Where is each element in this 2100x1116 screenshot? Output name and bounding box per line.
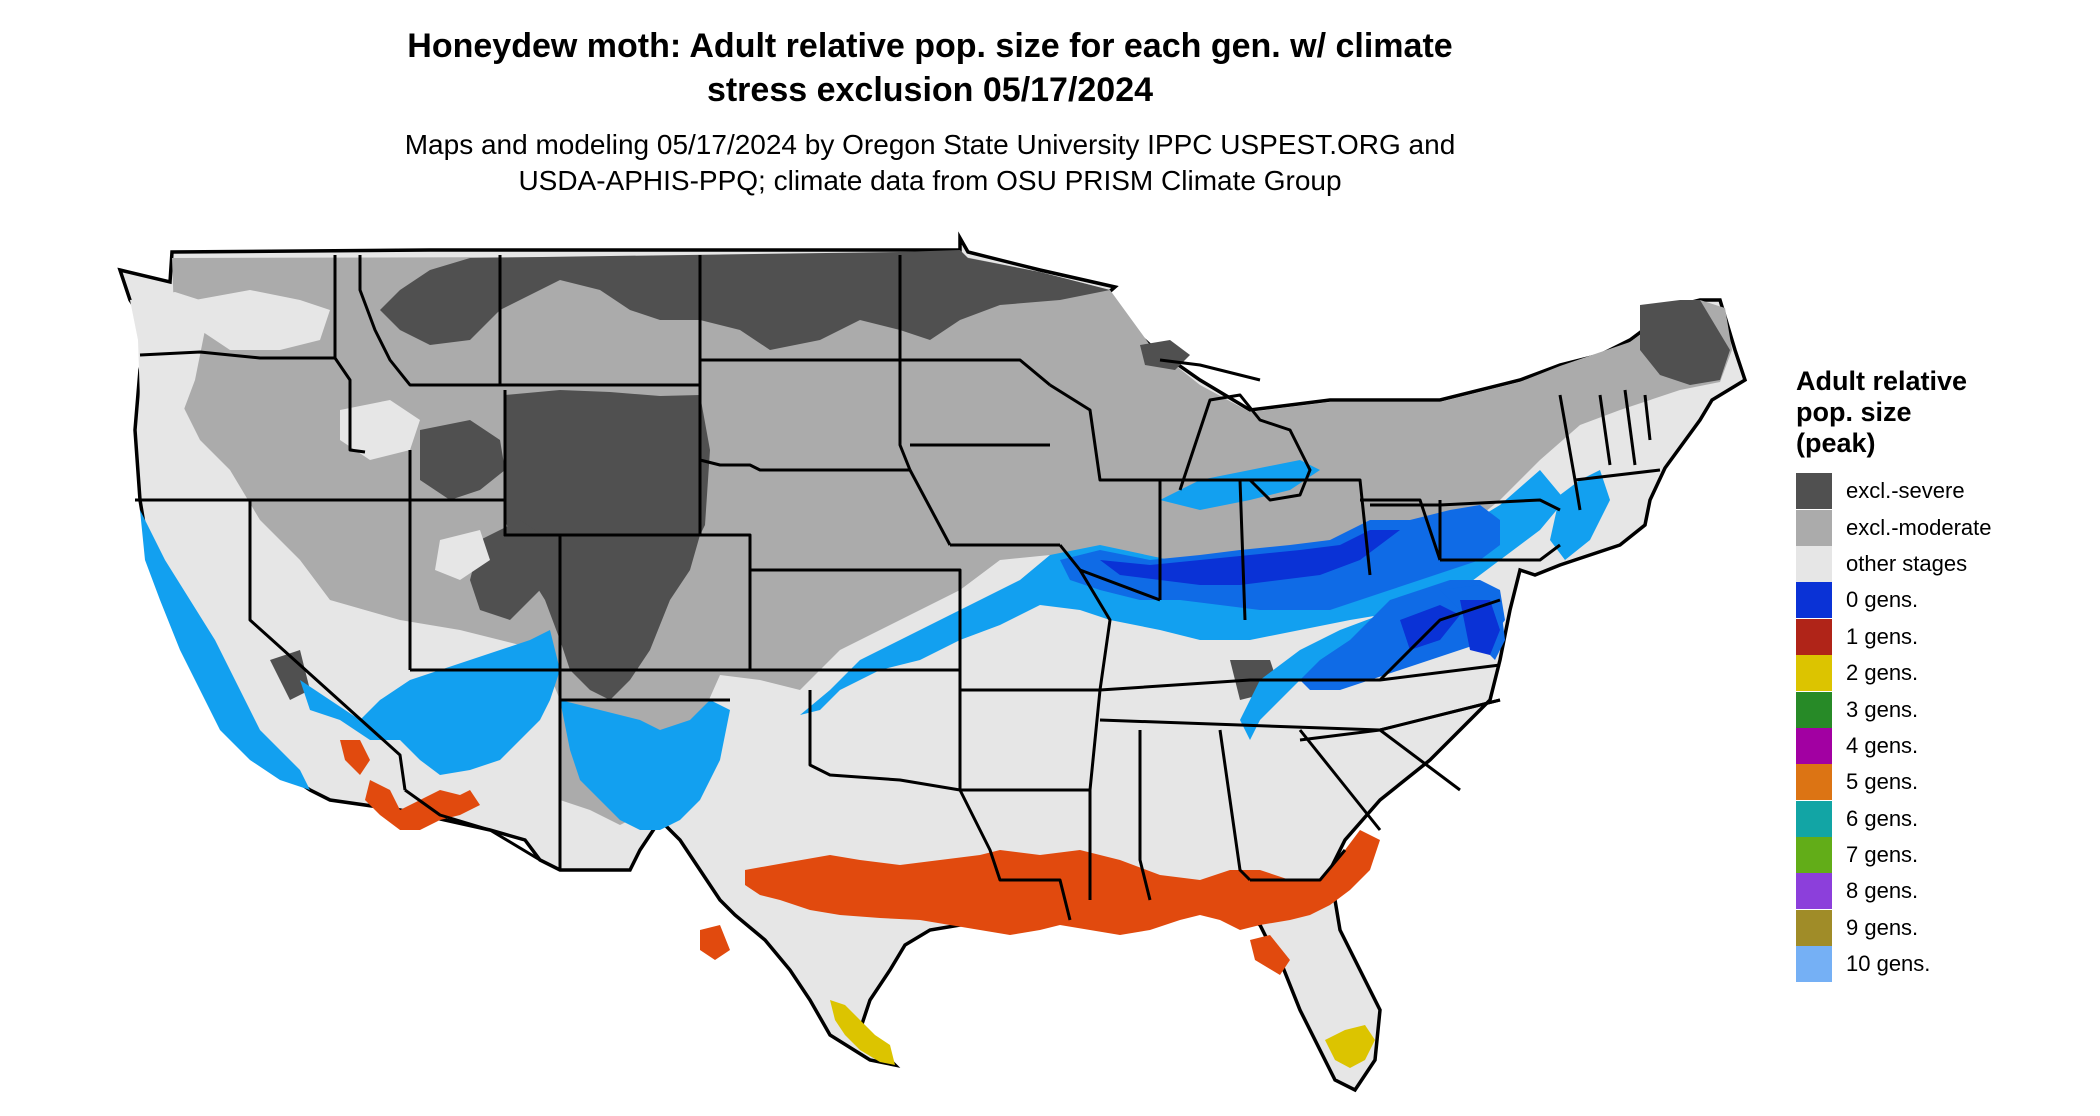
legend-item: excl.-moderate (1796, 509, 2086, 546)
legend-label: 1 gens. (1846, 623, 1919, 649)
legend-label: 9 gens. (1846, 914, 1919, 940)
legend-item: 7 gens. (1796, 837, 2086, 874)
map-subtitle-line-2: USDA-APHIS-PPQ; climate data from OSU PR… (518, 165, 1342, 196)
legend: Adult relative pop. size (peak) excl.-se… (1796, 366, 2086, 983)
legend-items: excl.-severe excl.-moderate other stages… (1796, 473, 2086, 983)
other-stages-west (130, 290, 490, 580)
legend-swatch (1796, 764, 1832, 801)
legend-swatch (1796, 582, 1832, 619)
legend-title-line-3: (peak) (1796, 428, 1876, 458)
legend-item: excl.-severe (1796, 473, 2086, 510)
legend-label: other stages (1846, 550, 1968, 576)
legend-item: 5 gens. (1796, 764, 2086, 801)
legend-label: 8 gens. (1846, 878, 1919, 904)
legend-item: 1 gens. (1796, 618, 2086, 655)
legend-label: 10 gens. (1846, 951, 1931, 977)
deep-blue-band (1100, 530, 1500, 655)
two-gen-areas (830, 1000, 1375, 1068)
legend-label: 7 gens. (1846, 842, 1919, 868)
legend-swatch (1796, 655, 1832, 692)
one-gen-areas (340, 740, 1380, 975)
legend-label: 5 gens. (1846, 769, 1919, 795)
map-subtitle-line-1: Maps and modeling 05/17/2024 by Oregon S… (404, 129, 1456, 160)
map-subtitle: Maps and modeling 05/17/2024 by Oregon S… (230, 127, 1630, 199)
state-borders (135, 255, 1661, 921)
legend-label: 3 gens. (1846, 696, 1919, 722)
map-title: Honeydew moth: Adult relative pop. size … (230, 24, 1630, 112)
legend-swatch (1796, 691, 1832, 728)
legend-label: 6 gens. (1846, 805, 1919, 831)
legend-swatch (1796, 946, 1832, 983)
legend-label: 4 gens. (1846, 732, 1919, 758)
legend-swatch (1796, 473, 1832, 510)
legend-swatch (1796, 837, 1832, 874)
legend-item: 8 gens. (1796, 873, 2086, 910)
legend-item: 2 gens. (1796, 655, 2086, 692)
legend-swatch (1796, 800, 1832, 837)
map-title-line-2: stress exclusion 05/17/2024 (706, 71, 1154, 109)
legend-title-line-1: Adult relative (1796, 366, 1968, 396)
legend-swatch (1796, 909, 1832, 946)
legend-item: 9 gens. (1796, 909, 2086, 946)
legend-item: 0 gens. (1796, 582, 2086, 619)
legend-label: excl.-moderate (1846, 514, 1992, 540)
legend-item: 10 gens. (1796, 946, 2086, 983)
map-title-line-1: Honeydew moth: Adult relative pop. size … (407, 27, 1453, 65)
legend-label: 0 gens. (1846, 587, 1919, 613)
legend-title-line-2: pop. size (1796, 397, 1912, 427)
legend-swatch (1796, 727, 1832, 764)
legend-label: 2 gens. (1846, 660, 1919, 686)
legend-swatch (1796, 545, 1832, 582)
legend-item: other stages (1796, 545, 2086, 582)
legend-label: excl.-severe (1846, 478, 1965, 504)
legend-item: 4 gens. (1796, 727, 2086, 764)
legend-swatch (1796, 509, 1832, 546)
legend-item: 6 gens. (1796, 800, 2086, 837)
legend-swatch (1796, 873, 1832, 910)
legend-swatch (1796, 618, 1832, 655)
legend-item: 3 gens. (1796, 691, 2086, 728)
legend-title: Adult relative pop. size (peak) (1796, 366, 2086, 459)
